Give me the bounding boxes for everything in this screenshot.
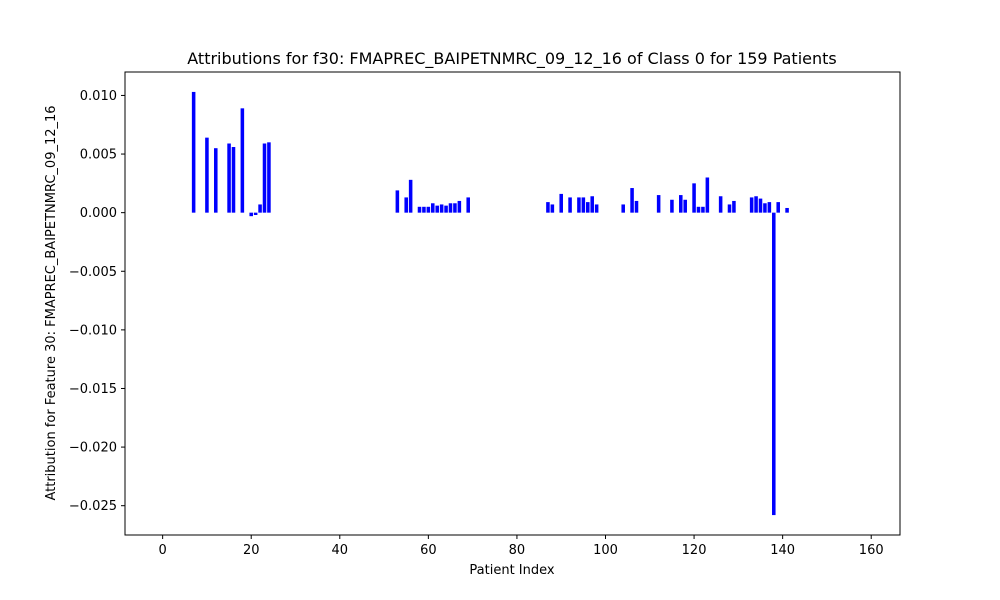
bar: [422, 206, 426, 213]
bar: [408, 179, 413, 213]
bar: [404, 197, 408, 213]
x-axis-label: Patient Index: [469, 563, 554, 578]
bar: [568, 197, 572, 213]
bar: [231, 147, 236, 213]
bar: [670, 199, 674, 213]
y-tick-label: 0.005: [80, 148, 117, 163]
bar: [191, 91, 196, 213]
bar: [586, 202, 590, 213]
bar: [696, 206, 701, 213]
bar: [727, 204, 732, 213]
bar: [630, 188, 634, 213]
bar: [395, 190, 400, 213]
x-tick-label: 100: [593, 543, 618, 558]
bar: [227, 143, 231, 213]
bar: [435, 205, 439, 213]
x-tick-label: 40: [332, 543, 349, 558]
x-tick-label: 80: [509, 543, 526, 558]
bar: [577, 197, 581, 213]
bar: [656, 195, 661, 213]
bars-group: [191, 91, 789, 516]
bar: [267, 142, 271, 213]
bar: [758, 198, 763, 213]
bar: [453, 203, 457, 213]
bar: [621, 204, 625, 213]
bar: [448, 203, 453, 213]
bar: [772, 212, 776, 516]
x-tick-label: 20: [243, 543, 260, 558]
y-tick-label: −0.025: [69, 499, 117, 514]
y-tick-label: −0.010: [69, 323, 117, 338]
bar: [776, 202, 780, 213]
bar: [466, 197, 470, 213]
x-tick-label: 120: [682, 543, 707, 558]
bar: [594, 204, 599, 213]
x-tick-label: 140: [770, 543, 795, 558]
bar: [439, 204, 444, 213]
y-tick-label: 0.000: [80, 206, 117, 221]
bar: [431, 203, 435, 213]
y-tick-label: −0.015: [69, 382, 117, 397]
bar: [253, 212, 258, 215]
y-tick-label: −0.005: [69, 265, 117, 280]
bar: [546, 202, 550, 213]
y-axis-label: Attribution for Feature 30: FMAPREC_BAIP…: [44, 105, 59, 500]
bar: [679, 195, 683, 213]
bar: [590, 196, 594, 213]
bar: [763, 203, 767, 213]
bar: [767, 202, 772, 213]
bar: [749, 197, 754, 213]
bar: [249, 212, 253, 217]
bar: [417, 206, 422, 213]
bar: [262, 143, 267, 213]
bar: [692, 183, 696, 213]
x-tick-label: 60: [420, 543, 437, 558]
x-axis: 0 20 40 60 80 100 120 140 160: [159, 535, 884, 558]
bar: [258, 204, 262, 213]
bar: [785, 207, 789, 213]
plot-frame: [124, 71, 901, 536]
bar: [444, 205, 448, 213]
bar: [705, 177, 710, 213]
bar: [718, 196, 723, 213]
bar: [214, 148, 218, 213]
chart-title: Attributions for f30: FMAPREC_BAIPETNMRC…: [187, 49, 836, 69]
bar: [634, 200, 639, 213]
bar: [581, 197, 586, 213]
bar: [683, 199, 687, 213]
bar: [550, 204, 555, 213]
bar: [205, 137, 209, 213]
bar: [457, 200, 462, 213]
y-tick-label: −0.020: [69, 441, 117, 456]
bar: [426, 206, 431, 213]
bar: [732, 200, 736, 213]
bar: [754, 196, 758, 213]
x-tick-label: 160: [859, 543, 884, 558]
y-tick-label: 0.010: [80, 89, 117, 104]
y-axis: 0.010 0.005 0.000 −0.005 −0.010 −0.015 −0.020 −…: [69, 89, 125, 514]
x-tick-label: 0: [159, 543, 167, 558]
bar: [559, 193, 563, 213]
bar: [701, 206, 705, 213]
bar: [240, 108, 245, 213]
